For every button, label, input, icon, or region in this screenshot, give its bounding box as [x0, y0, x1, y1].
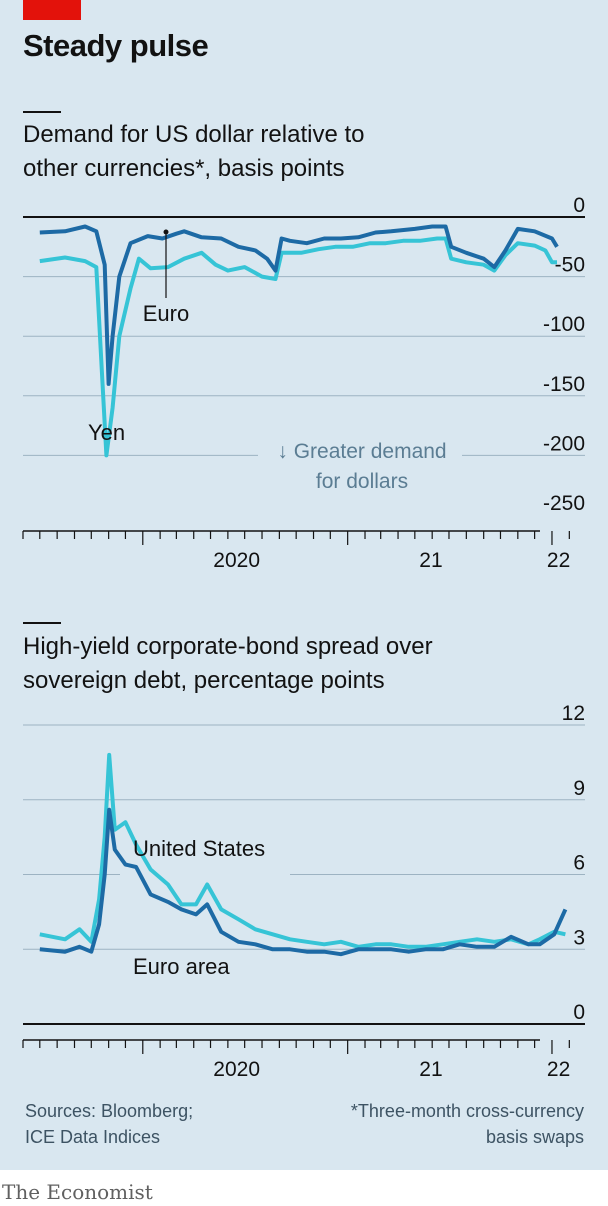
brand-red-bar — [23, 0, 81, 20]
chart1-ytick-label: -100 — [543, 313, 585, 336]
footnote-line2: basis swaps — [485, 1127, 584, 1147]
chart1-ytick-label: -200 — [543, 432, 585, 455]
chart2-subtitle-line2: sovereign debt, percentage points — [23, 667, 385, 694]
chart2-ytick-label: 12 — [562, 702, 585, 725]
page-title: Steady pulse — [23, 28, 209, 63]
chart2-dash — [23, 622, 61, 624]
chart1-x-label: 21 — [419, 549, 442, 572]
chart2-ytick-label: 9 — [573, 777, 585, 800]
chart1-note-line2: for dollars — [316, 470, 408, 493]
chart2-ytick-label: 3 — [573, 926, 585, 949]
chart2-series-line-united-states — [39, 752, 566, 949]
chart1-x-label: 2020 — [213, 549, 260, 572]
chart2-x-label: 22 — [547, 1058, 570, 1081]
chart1-ytick-label: 0 — [573, 194, 585, 217]
chart2-series-label-us: United States — [133, 836, 265, 861]
chart-panel — [0, 0, 608, 1170]
sources-line2: ICE Data Indices — [25, 1127, 161, 1147]
chart1-ytick-label: -150 — [543, 373, 585, 396]
chart1-subtitle: Demand for US dollar relative to other c… — [23, 118, 593, 186]
footnote-line1: *Three-month cross-currency — [350, 1101, 584, 1121]
chart2-svg: 0 3 6 9 12 2020 21 22 United States Euro area — [22, 702, 585, 1081]
economist-logo: The Economist — [2, 1180, 153, 1204]
chart1-ytick-label: -250 — [543, 492, 585, 515]
chart1-x-label: 22 — [547, 549, 570, 572]
chart2-series-label-euro-area: Euro area — [133, 954, 230, 979]
chart1-note-line1: ↓ Greater demand — [277, 440, 446, 463]
chart1-ytick-label: -50 — [555, 254, 585, 277]
chart1-series-label-yen: Yen — [88, 420, 125, 445]
chart1-dash — [23, 111, 61, 113]
chart2-ytick-label: 6 — [573, 852, 585, 875]
chart1-subtitle-line1: Demand for US dollar relative to — [23, 121, 365, 148]
chart2-subtitle: High-yield corporate-bond spread over so… — [23, 630, 593, 698]
chart1-series-label-euro: Euro — [143, 301, 189, 326]
chart2-x-label: 21 — [419, 1058, 442, 1081]
sources-note: Sources: Bloomberg; ICE Data Indices — [25, 1098, 193, 1150]
sources-line1: Sources: Bloomberg; — [25, 1101, 194, 1121]
chart1-euro-leader-dot — [163, 229, 169, 235]
chart1-series-line-euro — [39, 224, 559, 386]
chart2-series-line-euro-area — [39, 807, 568, 957]
chart1-subtitle-line2: other currencies*, basis points — [23, 155, 345, 182]
chart2-x-label: 2020 — [213, 1058, 260, 1081]
chart1-svg: 0 -50 -100 -150 -200 -250 2020 21 22 Euro Yen ↓ Gre… — [22, 194, 585, 572]
chart2-subtitle-line1: High-yield corporate-bond spread over — [23, 633, 433, 660]
chart2-ytick-label: 0 — [573, 1001, 585, 1024]
chart1-series-line-yen — [39, 236, 557, 458]
footnote: *Three-month cross-currency basis swaps — [351, 1098, 584, 1150]
